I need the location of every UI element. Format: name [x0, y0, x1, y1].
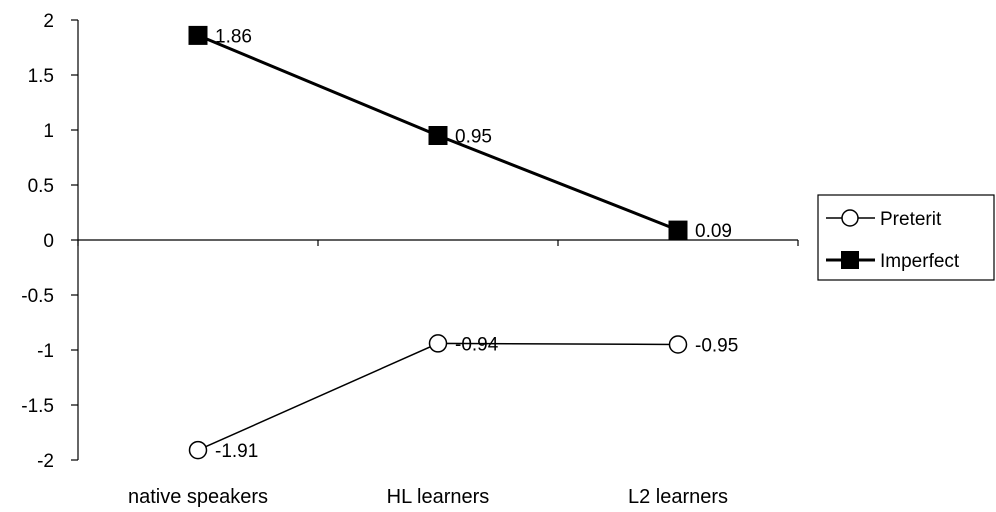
data-point-preterit [428, 334, 448, 353]
legend-label-imperfect: Imperfect [880, 251, 960, 272]
y-tick-label: -2 [37, 451, 54, 472]
y-tick-label: 0.5 [28, 176, 54, 197]
data-label-imperfect: 0.09 [695, 221, 732, 242]
data-label-preterit: -0.95 [695, 336, 738, 357]
x-category-label: HL learners [387, 486, 490, 508]
y-tick-label: -1 [37, 341, 54, 362]
x-category-label: native speakers [128, 486, 268, 508]
data-label-preterit: -0.94 [455, 334, 499, 355]
series-line-preterit [197, 342, 679, 451]
data-point-preterit [668, 335, 688, 354]
axes: 2 1.5 1 0.5 0 -0.5 -1 -1.5 -2 native speakers HL l… [21, 11, 799, 508]
y-tick-label: -0.5 [21, 286, 54, 307]
data-label-imperfect: 1.86 [215, 26, 252, 47]
data-label-imperfect: 0.95 [455, 127, 492, 148]
y-tick-label: 2 [43, 11, 54, 32]
data-point-preterit [188, 440, 208, 460]
legend-marker-preterit [841, 209, 859, 227]
data-point-imperfect [668, 220, 688, 240]
y-tick-label: -1.5 [21, 396, 54, 417]
data-label-preterit: -1.91 [215, 441, 258, 462]
y-tick-label: 1.5 [28, 66, 54, 87]
data-labels: -1.91 -0.94 -0.95 1.86 0.95 0.09 [215, 26, 738, 462]
legend: Preterit Imperfect [817, 194, 995, 281]
y-tick-label: 1 [43, 121, 54, 142]
x-category-label: L2 learners [628, 486, 728, 508]
legend-label-preterit: Preterit [880, 209, 942, 230]
series-lines [188, 25, 688, 460]
y-tick-label: 0 [43, 231, 54, 252]
legend-marker-imperfect [841, 251, 859, 269]
data-point-imperfect [188, 25, 208, 45]
data-point-imperfect [428, 126, 448, 145]
